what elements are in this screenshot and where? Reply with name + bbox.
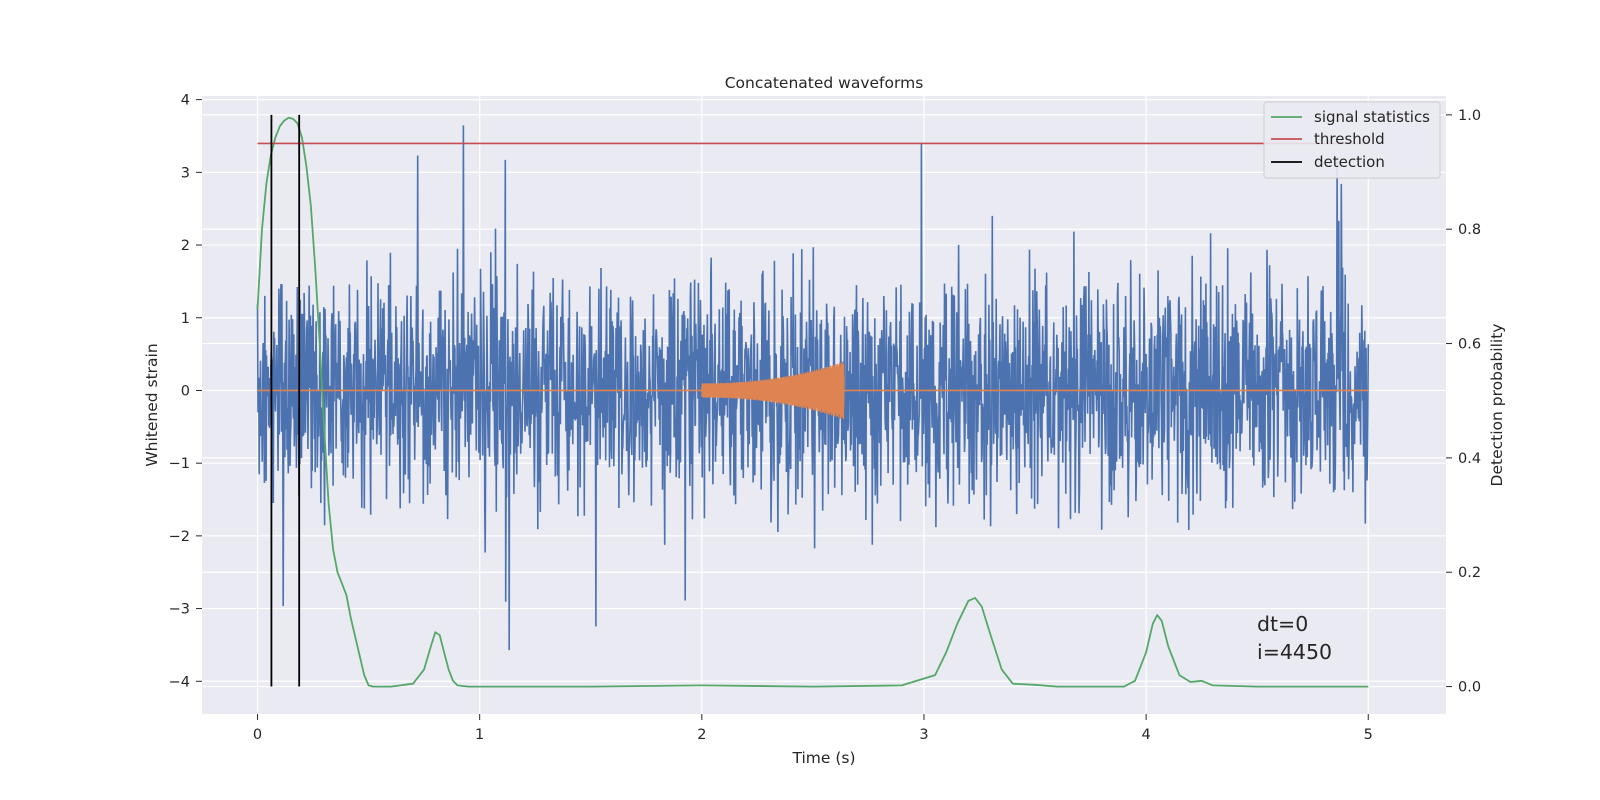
legend-label-detection: detection [1314,153,1385,171]
y-right-tick-label: 0.8 [1458,222,1481,238]
x-tick-label: 5 [1364,727,1373,743]
x-tick-label: 2 [697,727,706,743]
legend-box [1263,101,1441,179]
y-tick-label: −2 [169,529,190,545]
x-tick-label: 0 [253,727,262,743]
y-tick-label: 2 [181,238,190,254]
legend-label-signal-statistics: signal statistics [1314,108,1430,126]
legend-label-threshold: threshold [1314,130,1385,148]
y-right-tick-label: 0.6 [1458,337,1481,353]
y-axis-right-label: Detection probability [1488,324,1506,487]
x-axis-ticks: 0 1 2 3 4 5 [253,714,1373,743]
x-tick-label: 1 [475,727,484,743]
y-tick-label: 4 [181,93,190,109]
y-tick-label: 3 [181,165,190,181]
annotation-dt: dt=0 [1257,612,1308,636]
annotation-i: i=4450 [1257,640,1332,664]
template-chirp [701,362,845,420]
y-right-tick-label: 0.2 [1458,565,1481,581]
x-tick-label: 4 [1141,727,1150,743]
y-right-tick-label: 0.0 [1458,680,1481,696]
template-series [257,362,1369,420]
y-tick-label: −3 [169,602,190,618]
x-axis-label: Time (s) [791,749,855,767]
x-tick-label: 3 [919,727,928,743]
y-tick-label: −1 [169,456,190,472]
y-axis-label: Whitened strain [143,343,161,466]
y-axis-right-ticks: 0.0 0.2 0.4 0.6 0.8 1.0 [1446,108,1481,696]
y-tick-label: 1 [181,311,190,327]
signal-statistics-series [256,114,1369,688]
y-right-tick-label: 0.4 [1458,451,1481,467]
y-axis-ticks: 4 3 2 1 0 −1 −2 −3 −4 [169,93,202,690]
y-tick-label: −4 [169,674,190,690]
y-right-tick-label: 1.0 [1458,108,1481,124]
chart-title: Concatenated waveforms [725,74,924,92]
y-tick-label: 0 [181,383,190,399]
signal-statistics-line [256,116,1369,688]
legend: signal statistics threshold detection [1263,101,1441,179]
